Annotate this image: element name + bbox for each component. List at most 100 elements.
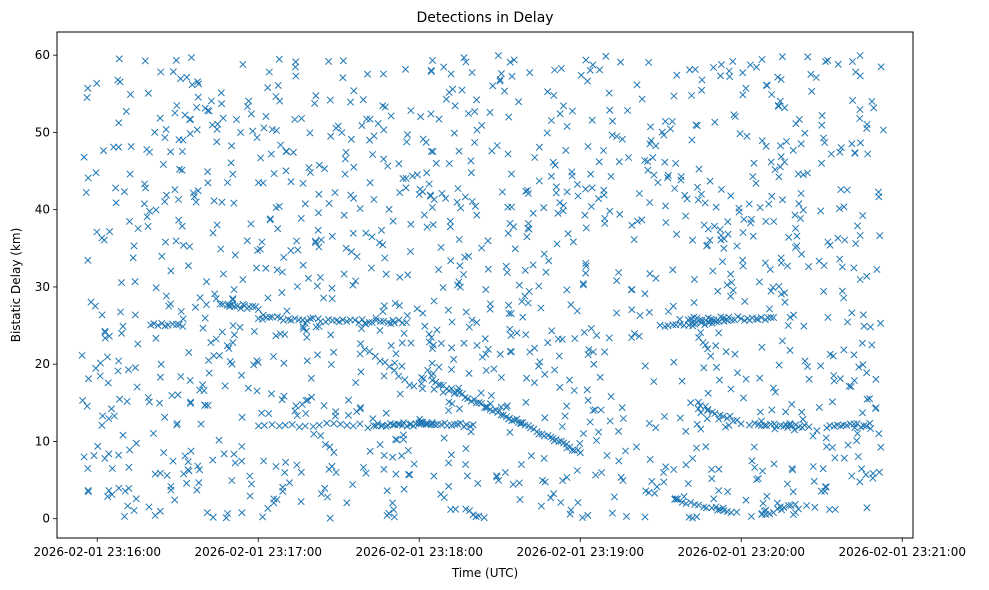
data-point	[799, 206, 807, 214]
data-point	[564, 230, 572, 238]
data-point	[304, 274, 312, 282]
data-point	[501, 468, 509, 476]
data-point	[582, 259, 590, 267]
data-point	[762, 81, 770, 89]
data-point	[843, 318, 852, 326]
data-point	[563, 188, 571, 196]
data-point	[398, 339, 406, 347]
data-point	[517, 419, 525, 427]
data-point	[437, 490, 445, 498]
data-point	[687, 498, 695, 506]
data-point	[859, 311, 867, 319]
data-point	[469, 421, 477, 429]
data-point	[115, 451, 123, 459]
data-point	[156, 469, 164, 477]
data-point	[493, 141, 501, 150]
data-point	[287, 316, 295, 324]
data-point	[582, 269, 590, 277]
data-point	[838, 263, 846, 271]
data-point	[523, 374, 531, 382]
data-point	[396, 273, 404, 281]
data-point	[292, 72, 300, 80]
data-point	[204, 401, 212, 409]
data-point	[808, 87, 816, 95]
data-point	[589, 61, 597, 69]
data-point	[552, 189, 560, 197]
data-point	[812, 73, 820, 82]
data-point	[770, 460, 778, 468]
data-point	[756, 374, 764, 382]
data-point	[302, 327, 311, 335]
data-point	[747, 215, 755, 223]
data-point	[525, 287, 533, 295]
data-point	[606, 417, 614, 425]
data-point	[184, 458, 192, 466]
data-point	[862, 422, 870, 430]
data-point	[259, 179, 267, 187]
data-point	[215, 436, 223, 444]
data-point	[144, 222, 152, 230]
data-point	[302, 409, 310, 418]
data-point	[183, 479, 191, 487]
data-point	[187, 447, 195, 455]
data-point	[246, 492, 254, 500]
data-point	[289, 148, 297, 156]
y-tick-label: 10	[35, 434, 50, 448]
data-point	[125, 463, 133, 471]
data-point	[798, 408, 806, 416]
data-point	[695, 316, 704, 324]
data-point	[267, 390, 276, 398]
data-point	[465, 252, 473, 260]
data-point	[778, 337, 786, 345]
data-point	[132, 495, 140, 503]
data-point	[237, 371, 246, 379]
data-point	[526, 348, 534, 356]
data-point	[486, 108, 494, 116]
data-point	[748, 457, 756, 465]
data-point	[472, 513, 480, 521]
data-point	[299, 325, 307, 333]
data-point	[719, 412, 727, 420]
data-point	[827, 150, 835, 158]
data-point	[824, 313, 832, 321]
data-point	[323, 419, 331, 427]
data-point	[608, 509, 616, 517]
data-point	[592, 436, 601, 445]
data-point	[331, 412, 339, 420]
data-point	[496, 76, 504, 84]
data-point	[480, 514, 488, 522]
data-point	[343, 499, 351, 507]
data-point	[781, 298, 789, 306]
data-point	[554, 335, 562, 343]
data-point	[718, 258, 727, 266]
data-point	[229, 295, 237, 303]
data-point	[418, 418, 426, 427]
data-point	[280, 253, 288, 261]
x-axis-label: Time (UTC)	[451, 566, 518, 580]
data-point	[339, 57, 347, 65]
data-point	[428, 359, 436, 367]
data-point	[447, 505, 455, 514]
data-point	[178, 222, 186, 230]
data-point	[297, 468, 305, 476]
data-point	[262, 264, 270, 272]
data-point	[570, 386, 578, 395]
data-point	[282, 167, 290, 175]
data-point	[442, 194, 450, 202]
data-point	[708, 475, 716, 483]
data-point	[307, 374, 315, 382]
data-point	[157, 360, 165, 368]
data-point	[392, 470, 400, 478]
data-point	[152, 284, 160, 292]
data-point	[693, 122, 701, 130]
data-point	[781, 104, 789, 112]
data-point	[775, 173, 783, 181]
data-point	[505, 301, 513, 309]
data-point	[717, 185, 725, 193]
data-point	[848, 57, 856, 66]
data-point	[834, 60, 842, 68]
data-point	[346, 98, 355, 106]
data-point	[428, 203, 436, 211]
data-point	[863, 369, 871, 377]
data-point	[338, 128, 346, 137]
